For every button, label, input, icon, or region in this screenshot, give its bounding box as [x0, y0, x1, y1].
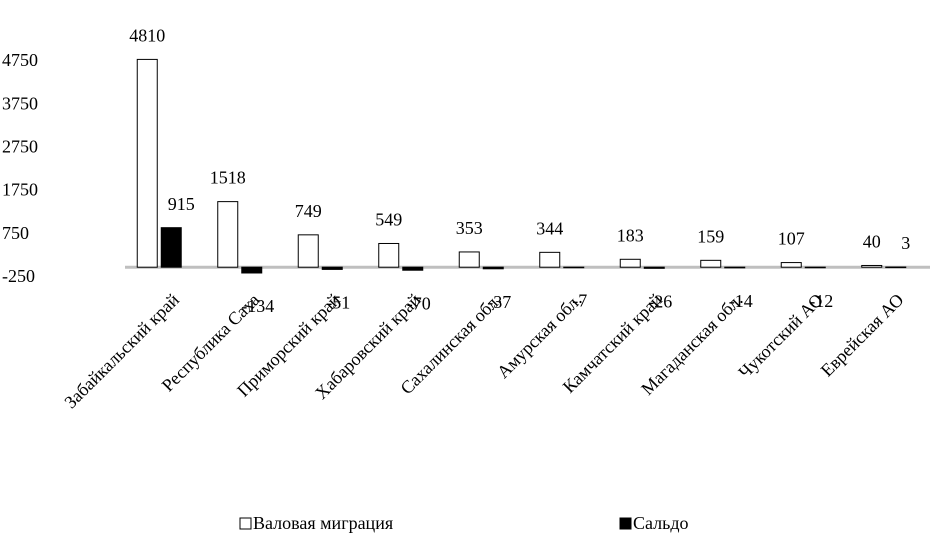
data-label: 3 — [901, 233, 910, 253]
legend-swatch — [239, 517, 252, 530]
data-label: 4810 — [129, 26, 165, 46]
data-label: 183 — [617, 225, 644, 245]
bar — [482, 266, 504, 270]
bar — [700, 259, 722, 268]
data-label: 549 — [375, 210, 402, 230]
data-label: 107 — [778, 229, 805, 249]
bar — [297, 234, 319, 268]
data-label: 749 — [295, 201, 322, 221]
bar — [563, 266, 585, 269]
data-label: 344 — [536, 218, 563, 238]
bar — [780, 262, 802, 268]
bar — [321, 266, 343, 270]
bar — [619, 258, 641, 268]
y-tick-label: 4750 — [2, 50, 38, 70]
y-tick-label: 2750 — [2, 137, 38, 157]
data-label: -70 — [407, 293, 431, 313]
legend-swatch — [619, 517, 632, 530]
bar — [217, 201, 239, 268]
bar — [885, 266, 907, 269]
data-label: 159 — [697, 226, 724, 246]
bar — [861, 264, 883, 268]
data-label: 40 — [863, 232, 881, 252]
bar — [241, 266, 263, 274]
bar — [724, 266, 746, 269]
data-label: 915 — [168, 194, 195, 214]
y-tick-label: -250 — [2, 266, 35, 286]
legend-label: Валовая миграция — [253, 513, 393, 533]
data-label: -7 — [572, 291, 587, 311]
y-tick-label: 3750 — [2, 93, 38, 113]
data-label: -134 — [241, 296, 274, 316]
bar — [458, 251, 480, 268]
bar — [136, 58, 158, 268]
data-label: 353 — [456, 218, 483, 238]
data-label: -26 — [648, 291, 672, 311]
bar — [643, 266, 665, 269]
bar — [378, 242, 400, 268]
legend-label: Сальдо — [633, 513, 689, 533]
y-tick-label: 750 — [2, 223, 29, 243]
data-label: -12 — [809, 291, 833, 311]
data-label: -37 — [487, 292, 511, 312]
x-tick-label: Забайкальский край — [60, 289, 183, 412]
bar — [804, 266, 826, 269]
data-label: -14 — [729, 291, 753, 311]
data-label: -51 — [326, 293, 350, 313]
bar — [402, 266, 424, 271]
bar — [160, 227, 182, 268]
y-tick-label: 1750 — [2, 180, 38, 200]
data-label: 1518 — [210, 168, 246, 188]
bar — [539, 251, 561, 268]
